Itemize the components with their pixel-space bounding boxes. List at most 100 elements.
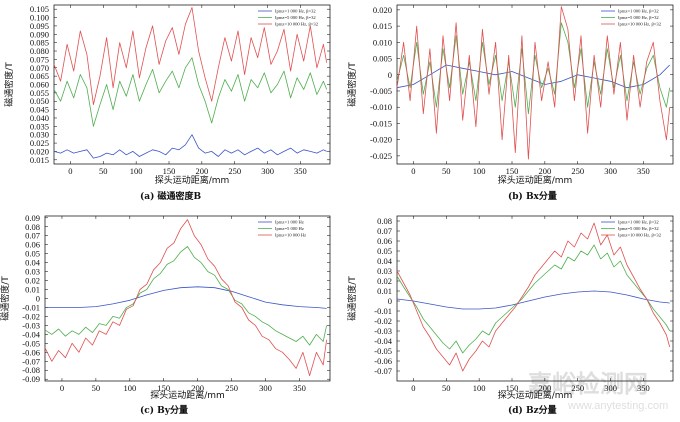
series-line-1 [45,286,327,309]
legend-label-3: Ipmz=10 000 Hz, β=32 [618,22,662,28]
x-tick-label: 0 [60,383,64,393]
y-tick-label: -0.06 [374,356,392,366]
y-tick-label: -0.05 [374,346,392,356]
y-tick-label: 0.03 [377,266,392,276]
y-tick-label: 0.03 [25,267,40,277]
series-line-3 [53,7,328,105]
plot-frame [44,215,331,382]
y-tick-label: 0.070 [30,63,49,73]
legend-label-1: Ipmz=1 000 Hz [275,220,304,225]
y-tick-label: -0.020 [370,135,392,145]
y-tick-label: 0.02 [25,276,40,286]
y-tick-label: -0.06 [22,347,40,357]
legend-label-3: Ipmz=10 000 Hz, β=32 [275,22,319,28]
y-tick-label: 0.030 [30,130,49,140]
y-tick-label: 0.01 [377,286,392,296]
x-tick-label: 350 [637,383,650,393]
x-axis-label: 探头运动距离/mm [155,174,230,186]
series-line-2 [396,244,671,354]
y-tick-label: 0.07 [25,231,40,241]
y-tick-label: 0.050 [30,96,49,106]
y-tick-label: 0.015 [30,155,49,165]
y-tick-label: 0.045 [30,105,49,115]
y-tick-label: 0.01 [25,285,40,295]
y-tick-label: 0.06 [377,236,392,246]
y-tick-label: -0.02 [374,316,392,326]
x-tick-label: 350 [294,166,307,176]
series-line-1 [53,134,327,159]
y-tick-label: 0.05 [377,246,392,256]
x-tick-label: 250 [571,166,584,176]
y-tick-label: 0.005 [373,54,392,64]
y-tick-label: 0.080 [30,46,49,56]
y-axis-label: 磁通密度/T [346,276,358,321]
x-tick-label: 50 [442,166,451,176]
y-tick-label: -0.010 [370,102,392,112]
panel-caption: (c) By分量 [140,404,188,416]
y-tick-label: 0.105 [30,4,49,14]
y-tick-label: 0.02 [377,276,392,286]
y-tick-label: -0.005 [370,86,392,96]
watermark-big: 嘉峪检测网 [528,370,648,398]
x-tick-label: 150 [163,166,176,176]
y-tick-label: -0.03 [22,320,40,330]
series-line-2 [53,57,328,127]
panel-caption: (d) Bz分量 [508,404,557,416]
panel-caption: (b) Bx分量 [508,190,557,202]
y-tick-label: 0.020 [30,146,49,156]
x-tick-label: 0 [411,383,415,393]
legend-label-2: Ipmz=5 000 Hz [275,226,304,231]
x-tick-label: 0 [68,166,72,176]
y-tick-label: 0.025 [30,138,49,148]
y-tick-label: 0.08 [25,222,40,232]
y-tick-label: -0.02 [22,311,40,321]
y-tick-label: 0.035 [30,121,49,131]
y-tick-label: 0.060 [30,80,49,90]
series-line-1 [396,64,670,89]
y-tick-label: 0.090 [30,29,49,39]
series-line-3 [396,6,671,160]
watermark: 嘉峪检测网 www.anytesting.com [528,370,668,412]
y-tick-label: -0.01 [22,302,40,312]
x-tick-label: 250 [571,383,584,393]
x-tick-label: 300 [259,383,272,393]
y-tick-label: 0.06 [25,240,40,250]
legend-label-2: Ipmz=5 000 Hz, β=32 [275,15,316,21]
x-tick-label: 200 [538,166,551,176]
y-tick-label: 0.095 [30,21,49,31]
x-tick-label: 100 [130,166,143,176]
y-tick-label: 0.010 [373,37,392,47]
x-tick-label: 350 [293,383,306,393]
x-tick-label: 50 [92,383,101,393]
y-tick-label: 0.075 [30,54,49,64]
y-tick-label: 0.020 [373,5,392,15]
legend-label-1: Ipmz=1 000 Hz, β=32 [275,9,316,15]
y-tick-label: -0.025 [370,151,392,161]
y-tick-label: 0.055 [30,88,49,98]
legend-label-3: Ipmz=10 000 Hz, β=32 [618,233,662,239]
x-tick-label: 0 [411,166,415,176]
y-tick-label: 0.085 [30,38,49,48]
x-tick-label: 250 [225,383,238,393]
x-tick-label: 50 [99,166,108,176]
series-line-1 [396,290,670,310]
y-tick-label: 0.04 [25,258,41,268]
y-tick-label: -0.03 [374,326,392,336]
x-tick-label: 250 [228,166,241,176]
y-tick-label: 0.07 [377,226,392,236]
plot-frame [396,4,674,165]
x-axis-label: 探头运动距离/mm [498,389,573,401]
y-tick-label: 0.09 [25,213,40,223]
y-axis-label: 磁通密度/T [0,276,11,321]
y-tick-label: 0.065 [30,71,49,81]
x-tick-label: 300 [604,383,617,393]
chart-panel-c: 0 50 100 150 200 250 300 3500.090.080.070.060.0… [0,213,331,416]
legend-label-3: Ipmz=10 000 Hz [275,233,306,238]
x-tick-label: 150 [157,383,170,393]
x-tick-label: 100 [123,383,136,393]
x-axis-label: 探头运动距离/mm [150,389,225,401]
series-line-3 [396,222,671,372]
x-tick-label: 200 [195,166,208,176]
legend-label-2: Ipmz=5 000 Hz, β=32 [618,15,659,21]
